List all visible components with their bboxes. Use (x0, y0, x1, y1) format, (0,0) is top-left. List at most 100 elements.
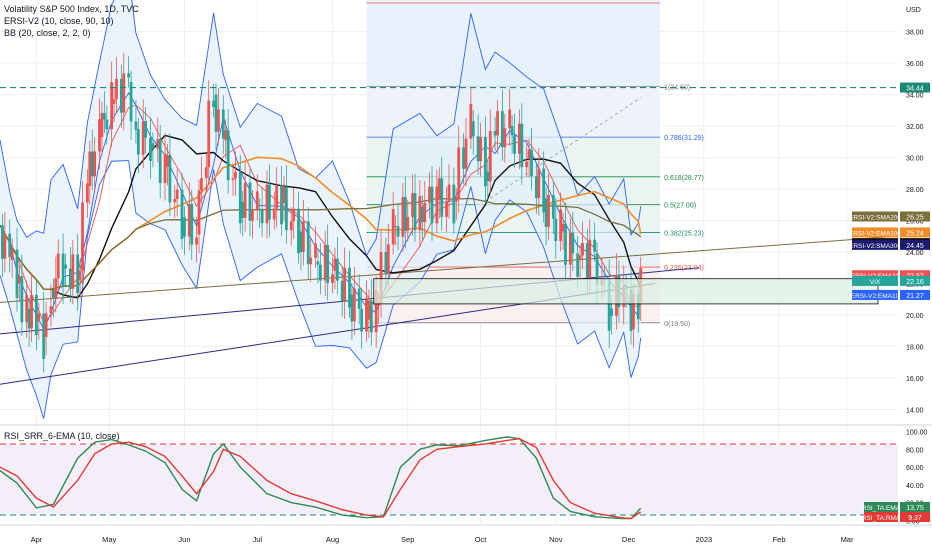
candle-body[interactable] (377, 303, 381, 306)
candle-body[interactable] (68, 268, 72, 289)
candle-body[interactable] (102, 112, 106, 120)
candle-body[interactable] (428, 186, 431, 203)
candle-body[interactable] (64, 264, 67, 269)
candle-body[interactable] (367, 300, 371, 320)
candle-body[interactable] (493, 131, 497, 136)
candle-body[interactable] (20, 276, 24, 323)
candle-body[interactable] (476, 136, 480, 162)
candle-body[interactable] (527, 149, 531, 160)
candle-body[interactable] (369, 300, 373, 333)
candle-body[interactable] (226, 130, 230, 181)
candle-body[interactable] (90, 151, 94, 177)
candle-body[interactable] (396, 226, 400, 237)
candle-body[interactable] (105, 119, 109, 130)
candle-body[interactable] (272, 208, 276, 220)
candle-body[interactable] (212, 100, 215, 107)
candle-body[interactable] (564, 223, 567, 265)
candle-body[interactable] (204, 167, 208, 179)
candle-body[interactable] (289, 221, 293, 231)
candle-body[interactable] (144, 121, 148, 138)
candle-body[interactable] (513, 135, 516, 154)
candle-body[interactable] (576, 253, 580, 277)
candle-body[interactable] (112, 99, 116, 104)
candle-body[interactable] (537, 168, 541, 199)
candle-body[interactable] (284, 186, 288, 231)
candle-body[interactable] (610, 308, 614, 316)
candle-body[interactable] (440, 178, 444, 217)
candle-body[interactable] (435, 186, 439, 224)
candle-body[interactable] (530, 149, 533, 177)
highlight-box[interactable] (373, 278, 879, 305)
candle-body[interactable] (292, 208, 296, 222)
candle-body[interactable] (61, 253, 65, 287)
candle-body[interactable] (27, 308, 31, 329)
candle-body[interactable] (318, 264, 322, 281)
candle-body[interactable] (141, 121, 145, 155)
candle-body[interactable] (127, 73, 131, 78)
candle-body[interactable] (520, 123, 524, 168)
candle-body[interactable] (316, 261, 320, 265)
candle-body[interactable] (547, 194, 550, 227)
candle-body[interactable] (163, 153, 167, 183)
candle-body[interactable] (268, 184, 271, 220)
candle-body[interactable] (413, 193, 417, 231)
candle-body[interactable] (578, 255, 582, 260)
candle-body[interactable] (151, 143, 155, 149)
candle-body[interactable] (352, 288, 356, 322)
candle-body[interactable] (454, 199, 458, 202)
rsi-series-rsitarma[interactable] (0, 437, 642, 520)
candle-body[interactable] (51, 289, 55, 300)
candle-body[interactable] (607, 279, 611, 331)
candle-body[interactable] (207, 100, 211, 168)
candle-body[interactable] (357, 288, 361, 309)
candle-body[interactable] (571, 232, 575, 254)
candle-body[interactable] (85, 183, 89, 203)
candle-body[interactable] (156, 139, 160, 149)
candle-body[interactable] (503, 128, 507, 148)
candle-body[interactable] (195, 237, 198, 245)
candle-body[interactable] (542, 168, 546, 213)
candle-body[interactable] (411, 193, 414, 217)
candle-body[interactable] (173, 198, 177, 203)
candle-body[interactable] (340, 280, 344, 302)
candle-body[interactable] (37, 313, 41, 322)
legend-ersi[interactable]: ERSI-V2 (10, close, 90, 10) (4, 16, 114, 26)
candle-body[interactable] (115, 78, 118, 100)
candle-body[interactable] (403, 197, 407, 231)
candle-body[interactable] (129, 81, 133, 122)
candle-body[interactable] (447, 184, 451, 202)
candle-body[interactable] (457, 147, 461, 200)
candle-body[interactable] (197, 190, 201, 235)
candle-body[interactable] (224, 130, 228, 141)
candle-body[interactable] (544, 198, 548, 227)
candle-body[interactable] (98, 119, 101, 152)
candle-body[interactable] (386, 244, 390, 274)
candle-body[interactable] (464, 138, 468, 169)
candle-body[interactable] (248, 182, 252, 221)
candle-body[interactable] (593, 239, 597, 252)
candle-body[interactable] (122, 73, 126, 113)
candle-body[interactable] (629, 289, 633, 332)
candle-body[interactable] (3, 233, 7, 259)
candle-body[interactable] (42, 313, 46, 359)
candle-body[interactable] (517, 123, 521, 154)
candle-body[interactable] (391, 209, 395, 245)
candle-body[interactable] (187, 203, 191, 237)
candle-body[interactable] (384, 251, 388, 274)
candle-body[interactable] (309, 257, 313, 265)
candle-body[interactable] (301, 221, 305, 252)
candle-body[interactable] (510, 125, 514, 136)
candle-body[interactable] (243, 182, 247, 218)
candle-body[interactable] (452, 184, 456, 224)
candle-body[interactable] (8, 233, 12, 258)
candle-body[interactable] (119, 78, 123, 113)
candle-body[interactable] (1, 225, 4, 259)
legend-bb[interactable]: BB (20, close, 2, 2, 0) (4, 28, 91, 38)
candle-body[interactable] (306, 221, 310, 265)
candle-body[interactable] (18, 276, 21, 284)
candle-body[interactable] (30, 295, 33, 329)
candle-body[interactable] (420, 206, 424, 223)
candle-body[interactable] (158, 139, 162, 183)
candle-body[interactable] (326, 245, 330, 283)
candle-body[interactable] (275, 185, 279, 209)
